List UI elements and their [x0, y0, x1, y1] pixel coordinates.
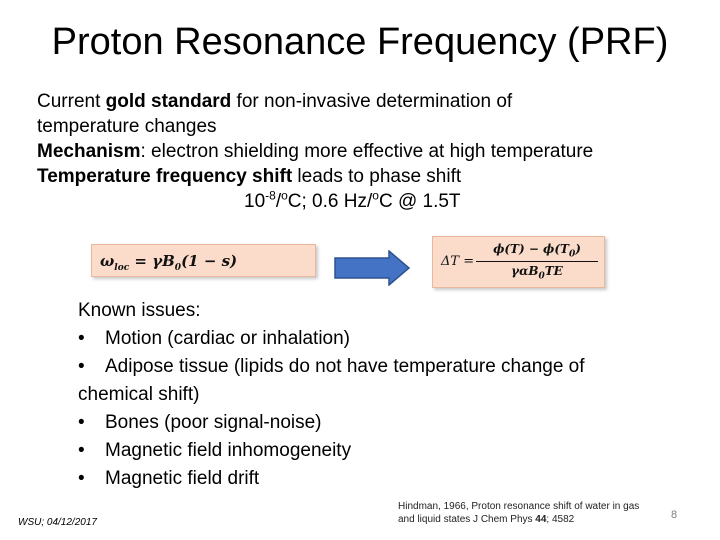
issue-text: Magnetic field inhomogeneity — [105, 440, 352, 461]
larmor-equation-box: ωloc = γB0(1 − s) — [91, 244, 316, 277]
intro-line-1: Current gold standard for non-invasive d… — [37, 89, 713, 114]
eq2-fraction: ϕ(T) − ϕ(T0) γαB0TE — [476, 242, 598, 282]
footer-date: WSU; 04/12/2017 — [18, 517, 97, 528]
coef-b: / — [275, 191, 282, 212]
citation-pages: ; 4582 — [546, 514, 575, 525]
list-item: • Bones (poor signal-noise) — [78, 409, 698, 437]
citation-volume: 44 — [535, 514, 547, 525]
coefficient-line: 10-8/oC; 0.6 Hz/oC @ 1.5T — [37, 189, 713, 214]
intro-line-2: temperature changes — [37, 116, 217, 137]
eq1-tail: (1 − s) — [181, 252, 238, 270]
intro-text: Current gold standard for non-invasive d… — [37, 89, 713, 214]
bullet-icon: • — [78, 356, 85, 377]
intro-line-1-pre: Current — [37, 91, 106, 112]
list-item: • Adipose tissue (lipids do not have temp… — [78, 353, 698, 381]
citation-line-1: Hindman, 1966, Proton resonance shift of… — [398, 501, 640, 512]
intro-line-1-post: for non-invasive determination of — [231, 91, 513, 112]
eq2-den-a: γαB — [511, 264, 539, 279]
bullet-icon: • — [78, 412, 85, 433]
eq2-den-b: TE — [544, 264, 563, 279]
list-item: • Motion (cardiac or inhalation) — [78, 325, 698, 353]
eq2-denominator: γαB0TE — [476, 262, 598, 281]
coef-c: C; 0.6 Hz/ — [287, 191, 373, 212]
coef-b-sup: o — [281, 188, 288, 203]
coef-c-sup: o — [372, 188, 379, 203]
intro-line-3: Mechanism: electron shielding more effec… — [37, 139, 713, 164]
issues-list: • Motion (cardiac or inhalation) • Adipose… — [78, 325, 698, 493]
eq2-den-sub: 0 — [538, 271, 545, 282]
issue-text: Motion (cardiac or inhalation) — [105, 328, 351, 349]
coef-a: 10 — [244, 191, 266, 212]
eq1-lhs: ω — [100, 252, 115, 270]
list-item: • Magnetic field inhomogeneity — [78, 437, 698, 465]
list-item-continuation: chemical shift) — [78, 384, 200, 405]
bullet-icon: • — [78, 328, 85, 349]
issue-text: Bones (poor signal-noise) — [105, 412, 322, 433]
eq2-num-sub: 0 — [568, 249, 576, 260]
frequency-shift-emphasis: Temperature frequency shift — [37, 166, 293, 187]
coef-a-sup: -8 — [265, 188, 276, 203]
issue-text: Adipose tissue (lipids do not have tempe… — [105, 356, 585, 377]
eq1-lhs-sub: loc — [114, 263, 130, 273]
issue-text: Magnetic field drift — [105, 468, 260, 489]
known-issues-heading: Known issues: — [78, 300, 201, 321]
eq2-num-b: ) — [575, 242, 581, 256]
intro-line-3-post: : electron shielding more effective at h… — [140, 141, 594, 162]
eq1-rhs: = γB — [129, 252, 175, 270]
coef-d: C @ 1.5T — [378, 191, 461, 212]
mechanism-emphasis: Mechanism — [37, 141, 141, 162]
bullet-icon: • — [78, 468, 85, 489]
right-arrow-icon — [334, 250, 411, 286]
citation: Hindman, 1966, Proton resonance shift of… — [398, 500, 639, 526]
eq2-num-a: ϕ(T) − ϕ(T — [493, 242, 569, 256]
known-issues: Known issues: • Motion (cardiac or inhala… — [78, 297, 698, 493]
eq1-rhs-sub: 0 — [174, 263, 182, 273]
eq2-numerator: ϕ(T) − ϕ(T0) — [476, 242, 598, 263]
larmor-equation: ωloc = γB0(1 − s) — [100, 252, 237, 273]
intro-line-4-post: leads to phase shift — [292, 166, 462, 187]
eq2-lhs: ΔT = — [441, 254, 475, 269]
list-item: • Magnetic field drift — [78, 465, 698, 493]
citation-line-2: and liquid states J Chem Phys 44; 4582 — [398, 513, 639, 526]
bullet-icon: • — [78, 440, 85, 461]
slide-title: Proton Resonance Frequency (PRF) — [51, 21, 669, 63]
intro-line-4: Temperature frequency shift leads to pha… — [37, 164, 713, 189]
temperature-equation-box: ΔT = ϕ(T) − ϕ(T0) γαB0TE — [432, 236, 605, 288]
page-number: 8 — [671, 509, 678, 521]
gold-standard-emphasis: gold standard — [105, 91, 232, 112]
citation-journal: and liquid states J Chem Phys — [398, 514, 536, 525]
